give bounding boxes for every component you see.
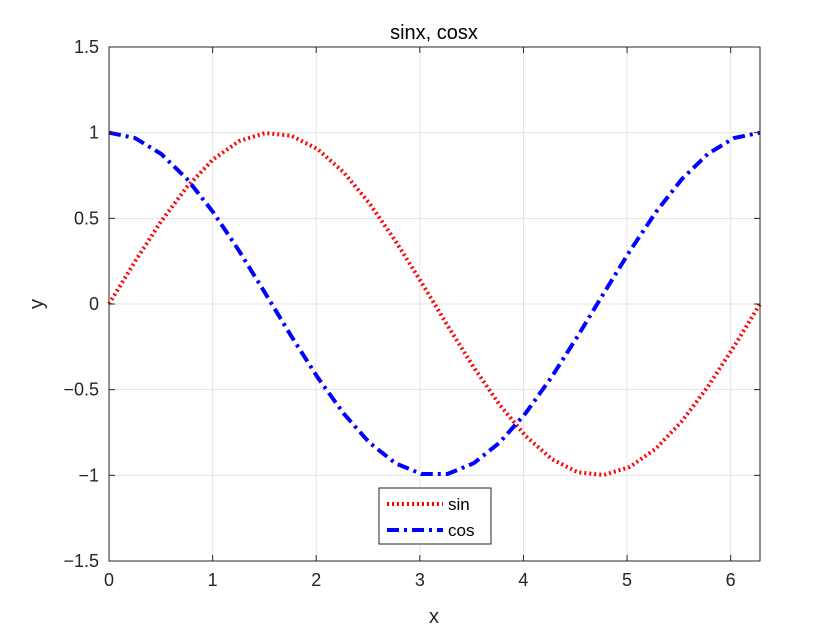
x-tick-label: 5 [622,570,632,590]
legend: sin cos [378,487,492,545]
cos-series-line [108,130,761,476]
y-tick-label: 0.5 [74,208,99,228]
y-tick-label: −0.5 [63,380,99,400]
legend-box [378,487,492,545]
y-tick-label: 1.5 [74,37,99,57]
ticks: 0 1 2 3 4 5 6 −1.5 −1 −0.5 0 0.5 1 1.5 [63,37,760,590]
x-tick-label: 4 [518,570,528,590]
legend-label-sin: sin [448,495,470,514]
x-tick-label: 2 [311,570,321,590]
x-tick-label: 3 [415,570,425,590]
y-tick-label: −1 [78,465,99,485]
y-tick-label: 1 [89,123,99,143]
x-tick-label: 6 [726,570,736,590]
x-tick-label: 0 [104,570,114,590]
chart-title: sinx, cosx [390,22,478,44]
x-tick-label: 1 [208,570,218,590]
y-axis-label: y [26,299,48,309]
legend-label-cos: cos [448,521,474,540]
y-tick-label: 0 [89,294,99,314]
series-layer [107,130,762,477]
y-tick-label: −1.5 [63,551,99,571]
x-axis-label: x [429,606,439,628]
